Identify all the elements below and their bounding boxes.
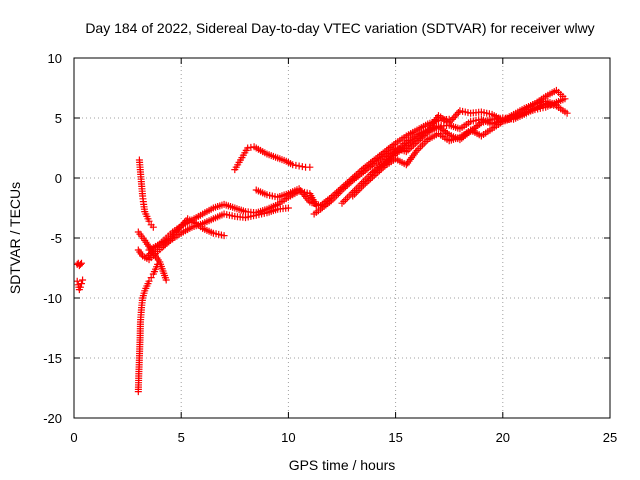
y-tick-label: -20 [43, 411, 62, 426]
data-point [351, 190, 359, 198]
data-point [331, 193, 339, 201]
y-tick-label: 5 [55, 111, 62, 126]
data-point [162, 276, 170, 284]
series-track-h [143, 187, 320, 261]
x-axis-label: GPS time / hours [289, 457, 396, 473]
y-tick-label: -10 [43, 291, 62, 306]
data-point [354, 187, 362, 195]
data-point [220, 232, 228, 240]
data-point [338, 199, 346, 207]
series-track-b [73, 276, 87, 294]
data-point [284, 204, 292, 212]
data-point [448, 115, 456, 123]
data-point [447, 117, 455, 125]
data-point [149, 223, 157, 231]
data-point [342, 196, 350, 204]
data-point [358, 183, 366, 191]
chart-title: Day 184 of 2022, Sidereal Day-to-day VTE… [85, 20, 594, 36]
y-tick-label: -5 [50, 231, 62, 246]
data-point [359, 181, 367, 189]
x-tick-label: 0 [70, 430, 77, 445]
data-point [73, 277, 81, 285]
data-point [417, 143, 425, 151]
x-tick-label: 5 [178, 430, 185, 445]
data-point [145, 217, 153, 225]
data-point [78, 280, 86, 288]
y-tick-label: 0 [55, 171, 62, 186]
data-point [415, 145, 423, 153]
data-point [343, 194, 351, 202]
x-tick-label: 20 [496, 430, 510, 445]
series-track-a [73, 259, 86, 270]
data-point [76, 260, 84, 268]
data-point [145, 277, 153, 285]
data-point [352, 188, 360, 196]
data-point [451, 112, 459, 120]
data-point [453, 110, 461, 118]
data-point [445, 119, 453, 127]
data-point [78, 259, 86, 267]
data-point [329, 195, 337, 203]
x-tick-label: 25 [603, 430, 617, 445]
data-point [450, 114, 458, 122]
y-tick-label: -15 [43, 351, 62, 366]
data-point [356, 185, 364, 193]
data-point [340, 197, 348, 205]
x-tick-label: 15 [388, 430, 402, 445]
series-track-c [134, 260, 162, 396]
y-tick-label: 10 [48, 51, 62, 66]
data-marks [73, 86, 571, 396]
data-point [454, 109, 462, 117]
y-axis-label: SDTVAR / TECUs [7, 182, 23, 294]
x-tick-label: 10 [281, 430, 295, 445]
series-track-n [370, 95, 569, 176]
series-track-d [135, 156, 157, 231]
data-point [76, 283, 84, 291]
data-point [563, 109, 571, 117]
data-point [561, 95, 569, 103]
data-point [349, 192, 357, 200]
data-point [306, 163, 314, 171]
data-point [79, 276, 87, 284]
series-track-i [231, 143, 314, 174]
data-point [147, 274, 155, 282]
plot-frame [73, 57, 611, 419]
